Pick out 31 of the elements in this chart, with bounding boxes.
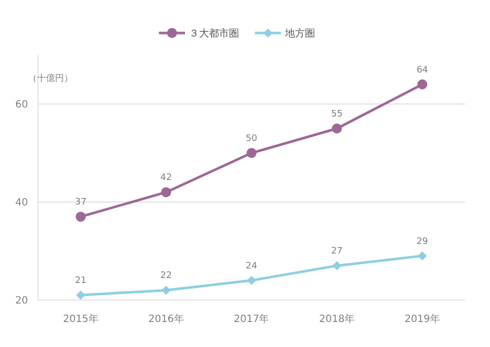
data-label: 21 [74, 276, 86, 286]
data-label: 50 [246, 134, 258, 144]
data-label: 29 [416, 236, 428, 247]
y-axis-title: （十億円） [28, 73, 73, 84]
data-label: 42 [160, 173, 172, 184]
point [162, 286, 171, 295]
data-label: 24 [246, 261, 258, 272]
legend-label: 地方圏 [284, 28, 315, 40]
point [76, 212, 86, 222]
legend-label: ３大都市圏 [189, 28, 239, 40]
point [246, 148, 256, 158]
x-tick-label: 2017年 [234, 313, 270, 325]
y-tick-label: 60 [15, 100, 28, 110]
point [161, 187, 172, 198]
data-label: 64 [416, 65, 428, 76]
data-label: 22 [160, 271, 172, 282]
point [332, 124, 342, 134]
x-tick-label: 2015年 [62, 313, 98, 325]
point [247, 276, 256, 285]
point [332, 261, 342, 270]
x-tick-label: 2018年 [319, 313, 355, 325]
x-tick-label: 2016年 [148, 313, 184, 325]
y-tick-label: 40 [15, 198, 28, 208]
data-label: 55 [331, 110, 343, 120]
point [418, 251, 427, 260]
data-label: 37 [74, 198, 86, 208]
point [417, 79, 428, 90]
data-label: 27 [331, 246, 343, 257]
y-tick-label: 20 [15, 296, 28, 306]
point [76, 290, 86, 300]
x-tick-label: 2019年 [404, 313, 440, 325]
